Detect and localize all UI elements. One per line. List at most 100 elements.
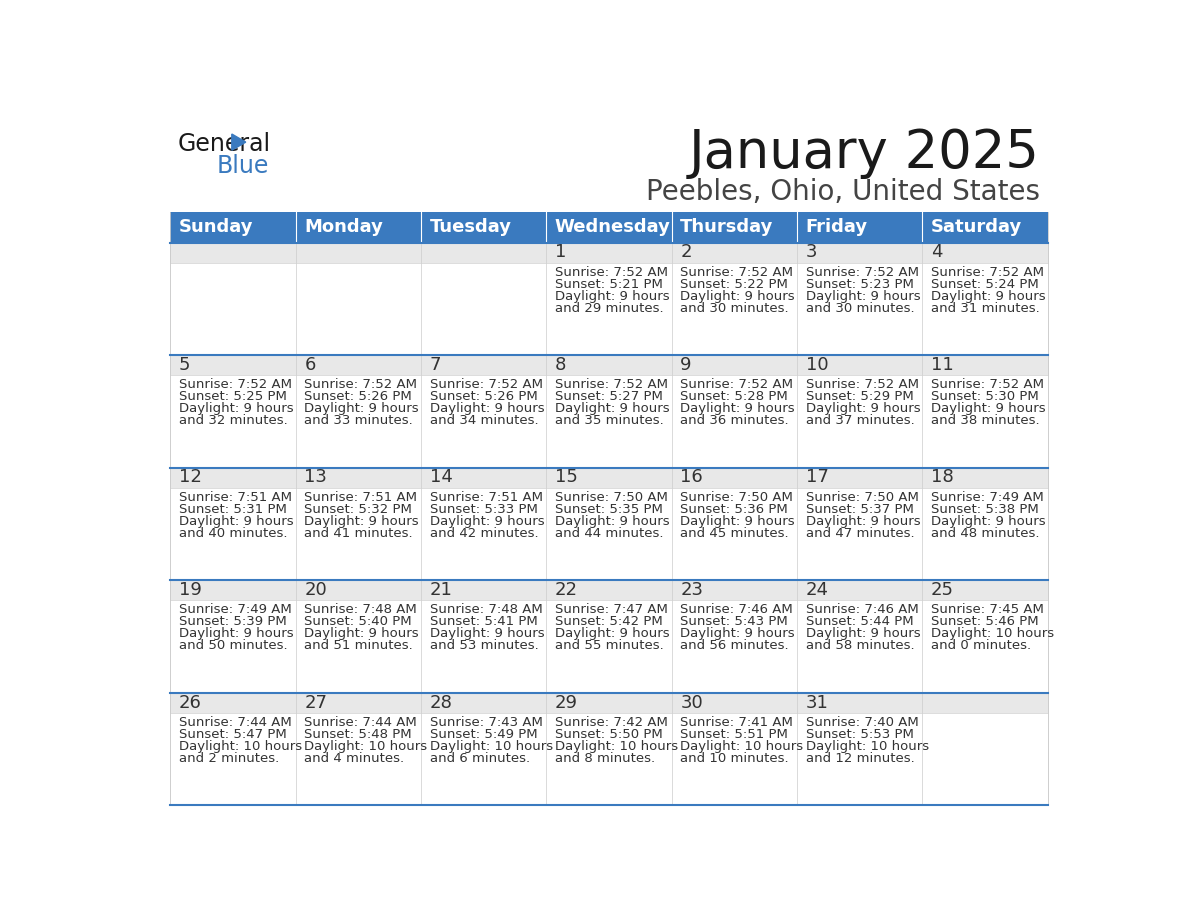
Bar	[421, 355, 546, 375]
Text: Sunset: 5:26 PM: Sunset: 5:26 PM	[304, 390, 412, 403]
Text: Daylight: 10 hours: Daylight: 10 hours	[931, 627, 1054, 640]
Text: Sunset: 5:35 PM: Sunset: 5:35 PM	[555, 503, 663, 516]
Text: Daylight: 9 hours: Daylight: 9 hours	[805, 402, 921, 415]
Text: and 38 minutes.: and 38 minutes.	[931, 414, 1040, 427]
Text: Sunrise: 7:47 AM: Sunrise: 7:47 AM	[555, 603, 668, 616]
Text: Sunrise: 7:42 AM: Sunrise: 7:42 AM	[555, 716, 668, 729]
Text: Sunset: 5:27 PM: Sunset: 5:27 PM	[555, 390, 663, 403]
Bar	[797, 468, 922, 487]
Text: and 12 minutes.: and 12 minutes.	[805, 752, 915, 765]
Text: and 36 minutes.: and 36 minutes.	[681, 414, 789, 427]
Text: Sunrise: 7:52 AM: Sunrise: 7:52 AM	[304, 378, 417, 391]
Text: Daylight: 10 hours: Daylight: 10 hours	[555, 740, 678, 753]
Text: Sunrise: 7:52 AM: Sunrise: 7:52 AM	[931, 378, 1044, 391]
Text: Sunrise: 7:52 AM: Sunrise: 7:52 AM	[555, 378, 668, 391]
Text: and 37 minutes.: and 37 minutes.	[805, 414, 915, 427]
Text: and 32 minutes.: and 32 minutes.	[179, 414, 287, 427]
Text: 3: 3	[805, 243, 817, 262]
Text: and 53 minutes.: and 53 minutes.	[430, 639, 538, 652]
Text: Sunrise: 7:50 AM: Sunrise: 7:50 AM	[555, 491, 668, 504]
Bar	[421, 242, 546, 355]
Text: Sunset: 5:39 PM: Sunset: 5:39 PM	[179, 615, 286, 628]
Text: Sunset: 5:32 PM: Sunset: 5:32 PM	[304, 503, 412, 516]
Bar	[922, 242, 1048, 263]
Bar	[170, 580, 296, 693]
Text: Sunset: 5:29 PM: Sunset: 5:29 PM	[805, 390, 914, 403]
Bar	[797, 355, 922, 468]
Bar	[797, 242, 922, 355]
Bar	[922, 242, 1048, 355]
Bar	[922, 468, 1048, 580]
Text: and 4 minutes.: and 4 minutes.	[304, 752, 404, 765]
Bar	[170, 468, 296, 580]
Text: Daylight: 9 hours: Daylight: 9 hours	[681, 289, 795, 303]
Text: Daylight: 9 hours: Daylight: 9 hours	[555, 402, 670, 415]
Bar	[170, 693, 296, 713]
Bar	[296, 580, 421, 693]
Text: Sunrise: 7:50 AM: Sunrise: 7:50 AM	[805, 491, 918, 504]
Text: and 30 minutes.: and 30 minutes.	[681, 301, 789, 315]
Text: and 56 minutes.: and 56 minutes.	[681, 639, 789, 652]
Text: and 29 minutes.: and 29 minutes.	[555, 301, 664, 315]
Text: Sunrise: 7:52 AM: Sunrise: 7:52 AM	[805, 265, 918, 279]
Bar	[922, 468, 1048, 487]
Text: Sunset: 5:31 PM: Sunset: 5:31 PM	[179, 503, 286, 516]
Text: 1: 1	[555, 243, 567, 262]
Bar	[546, 468, 671, 487]
Text: and 34 minutes.: and 34 minutes.	[430, 414, 538, 427]
Text: Sunset: 5:42 PM: Sunset: 5:42 PM	[555, 615, 663, 628]
Bar	[421, 580, 546, 693]
Bar	[671, 242, 797, 355]
Text: 2: 2	[681, 243, 691, 262]
Bar	[546, 693, 671, 805]
Text: Daylight: 9 hours: Daylight: 9 hours	[681, 515, 795, 528]
Bar	[421, 212, 546, 242]
Bar	[671, 355, 797, 468]
Text: 18: 18	[931, 468, 954, 487]
Text: and 51 minutes.: and 51 minutes.	[304, 639, 413, 652]
Text: January 2025: January 2025	[689, 127, 1040, 179]
Bar	[170, 355, 296, 375]
Bar	[546, 355, 671, 375]
Text: 15: 15	[555, 468, 577, 487]
Text: Sunrise: 7:52 AM: Sunrise: 7:52 AM	[805, 378, 918, 391]
Text: 29: 29	[555, 693, 577, 711]
Bar	[546, 212, 671, 242]
Bar	[671, 580, 797, 693]
Bar	[546, 242, 671, 263]
Text: Sunset: 5:22 PM: Sunset: 5:22 PM	[681, 277, 788, 291]
Text: Sunrise: 7:41 AM: Sunrise: 7:41 AM	[681, 716, 794, 729]
Bar	[922, 212, 1048, 242]
Bar	[421, 355, 546, 468]
Text: Sunset: 5:49 PM: Sunset: 5:49 PM	[430, 728, 537, 741]
Bar	[797, 693, 922, 713]
Text: Sunrise: 7:44 AM: Sunrise: 7:44 AM	[304, 716, 417, 729]
Bar	[296, 468, 421, 487]
Text: 10: 10	[805, 356, 828, 374]
Bar	[296, 355, 421, 468]
Text: Daylight: 9 hours: Daylight: 9 hours	[304, 515, 419, 528]
Bar	[671, 468, 797, 487]
Bar	[170, 212, 296, 242]
Text: Sunrise: 7:52 AM: Sunrise: 7:52 AM	[430, 378, 543, 391]
Bar	[296, 468, 421, 580]
Text: Daylight: 9 hours: Daylight: 9 hours	[681, 402, 795, 415]
Text: Sunrise: 7:52 AM: Sunrise: 7:52 AM	[555, 265, 668, 279]
Text: Daylight: 9 hours: Daylight: 9 hours	[430, 627, 544, 640]
Text: Sunrise: 7:52 AM: Sunrise: 7:52 AM	[681, 265, 794, 279]
Bar	[922, 580, 1048, 693]
Text: General: General	[178, 131, 271, 156]
Bar	[296, 242, 421, 263]
Bar	[296, 693, 421, 805]
Text: and 31 minutes.: and 31 minutes.	[931, 301, 1040, 315]
Text: Sunset: 5:48 PM: Sunset: 5:48 PM	[304, 728, 412, 741]
Text: Sunrise: 7:52 AM: Sunrise: 7:52 AM	[681, 378, 794, 391]
Bar	[797, 468, 922, 580]
Text: 5: 5	[179, 356, 190, 374]
Bar	[671, 212, 797, 242]
Bar	[922, 693, 1048, 713]
Text: 11: 11	[931, 356, 954, 374]
Bar	[671, 242, 797, 263]
Text: 4: 4	[931, 243, 942, 262]
Bar	[671, 468, 797, 580]
